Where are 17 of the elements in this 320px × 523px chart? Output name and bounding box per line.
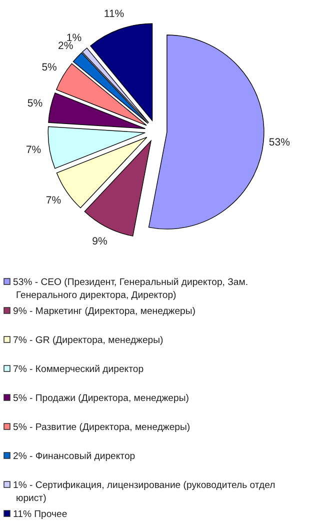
data-label: 53% (268, 136, 290, 148)
data-label: 7% (46, 194, 62, 206)
legend-label: 5% - Продажи (Директора, менеджеры) (13, 392, 189, 404)
legend-label: 2% - Финансовый директор (13, 450, 136, 462)
legend-label: 9% - Маркетинг (Директора, менеджеры) (13, 306, 196, 317)
legend-label: 7% - GR (Директора, менеджеры) (13, 334, 164, 346)
legend-label: 1% - Сертификация, лицензирование (руководитель отдел юрист) (13, 480, 276, 504)
data-label: 2% (58, 40, 74, 52)
data-label: 5% (27, 98, 43, 110)
legend-label: 5% - Развитие (Директора, менеджеры) (13, 422, 190, 433)
data-label: 9% (92, 235, 108, 248)
legend-label: 53% - CEO (Президент, Генеральный директор, Зам. Генерального директора, Директор) (13, 276, 248, 301)
data-label: 7% (26, 144, 42, 156)
legend-label: 11% Прочее (13, 508, 68, 520)
data-label: 5% (42, 62, 57, 74)
data-label: 11% (104, 8, 124, 20)
legend-label: 7% - Коммерческий директор (13, 364, 144, 375)
